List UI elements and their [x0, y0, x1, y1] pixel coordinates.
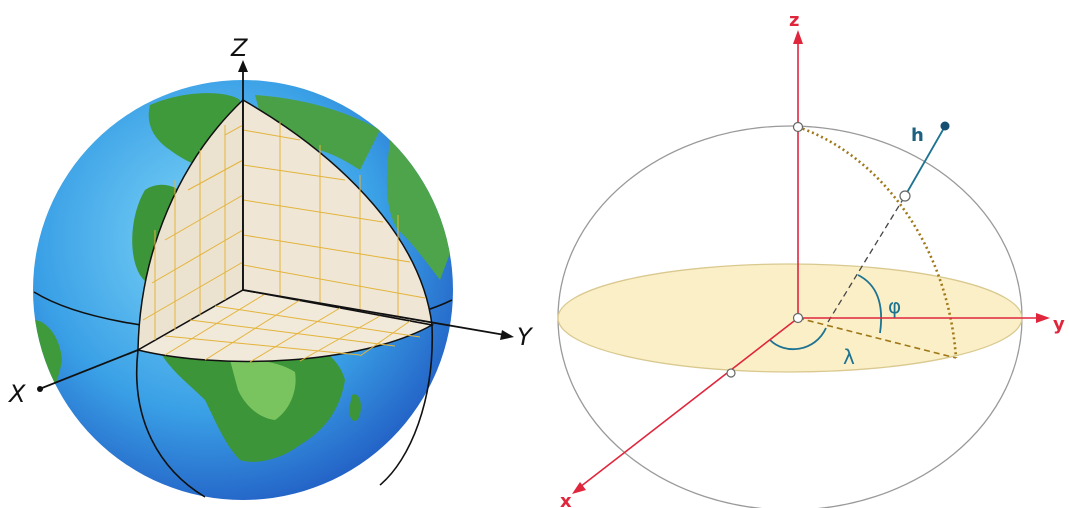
longitude-arc	[769, 327, 827, 350]
cutaway-grid	[142, 122, 426, 363]
globe-y-label: Y	[517, 323, 534, 351]
ellipsoid-x-arrow	[572, 482, 586, 494]
globe-y-arrow	[500, 330, 514, 340]
ellipsoid-markers	[726, 121, 911, 378]
land-madagascar	[349, 394, 361, 422]
cutaway-equatorial	[135, 289, 435, 363]
latitude-arc	[857, 274, 883, 334]
globe-x-label: X	[7, 380, 26, 408]
globe-z-label: Z	[230, 34, 248, 62]
globe-meridian-right	[379, 324, 434, 486]
equatorial-projection	[797, 317, 957, 359]
globe-y-axis	[242, 289, 506, 336]
height-line	[904, 127, 945, 197]
ellipsoid-x-label: x	[560, 491, 572, 508]
height-point	[940, 121, 950, 131]
marker-north-pole	[792, 121, 804, 133]
land-asia	[386, 140, 453, 280]
normal-dashed	[827, 195, 906, 323]
land-africa-south-highlands	[230, 359, 296, 420]
land-europe-top	[255, 95, 380, 170]
cutaway-vertical-yz	[242, 98, 433, 326]
latitude-label: φ	[888, 294, 901, 318]
globe-meridian-front	[136, 349, 206, 498]
longitude-label: λ	[843, 345, 855, 369]
ellipsoid-z-label: z	[789, 10, 799, 31]
globe-cutaway	[135, 98, 435, 363]
ellipsoid-diagram: z y x h φ λ	[557, 10, 1065, 508]
globe-axes	[37, 60, 514, 392]
ellipsoid-axes	[572, 30, 1050, 494]
globe-diagram: Z Y X	[7, 34, 534, 500]
marker-origin	[792, 312, 804, 324]
ellipsoid-y-arrow	[1036, 313, 1050, 323]
height-label: h	[911, 125, 924, 146]
ellipsoid-y-label: y	[1053, 314, 1065, 335]
marker-x-axis	[726, 368, 736, 378]
globe-x-axis	[41, 349, 139, 389]
globe-x-arrow	[37, 386, 43, 392]
marker-surface-point	[899, 190, 911, 202]
globe-z-arrow	[238, 60, 248, 72]
ellipsoid-z-arrow	[793, 30, 803, 44]
ellipsoid-x-axis	[579, 317, 799, 488]
